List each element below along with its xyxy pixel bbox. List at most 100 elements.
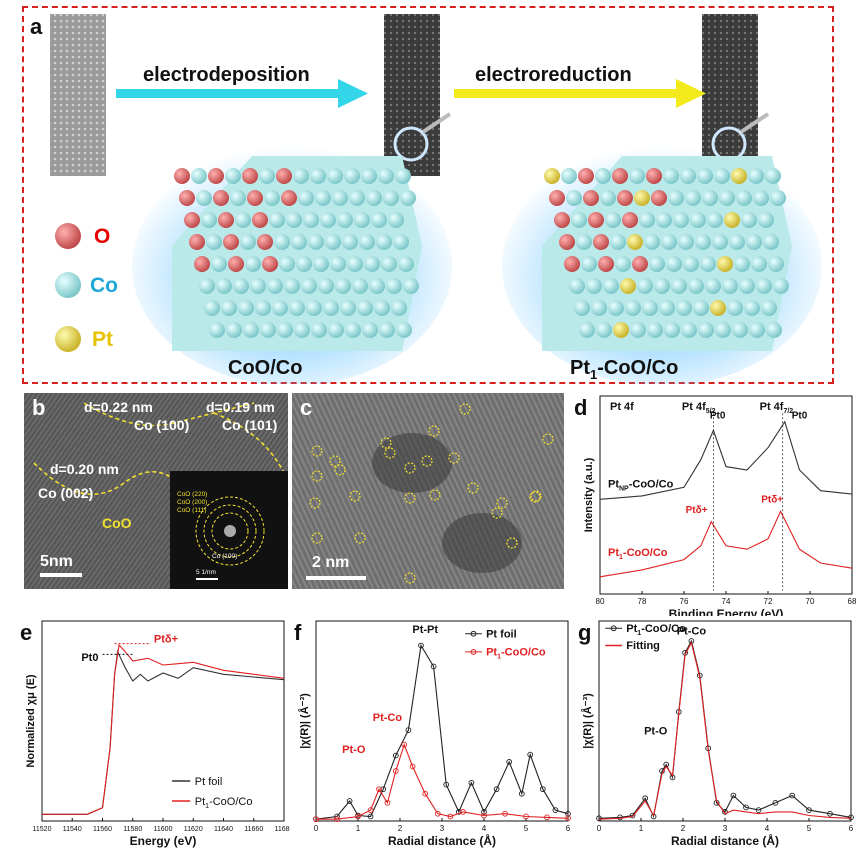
pt1-coo-co-atom [729,234,745,250]
pt1-coo-co-atom [613,322,629,338]
legend-co-ball [55,272,81,298]
pt-single-atom-marker [404,462,416,474]
pt-single-atom-marker [384,447,396,459]
pt-single-atom-marker [354,532,366,544]
data-point [502,810,508,817]
pt1-coo-co-atom [637,278,653,294]
pt1-coo-co-atom [634,190,650,206]
legend-pt-label: Pt [92,328,113,351]
coo-co-atom [260,322,276,338]
coo-co-atom [264,190,280,206]
coo-co-atom [403,278,419,294]
coo-label: CoO [102,515,132,531]
pt1-coo-co-atom [625,300,641,316]
pt-single-atom-marker [429,489,441,501]
coo-co-atom [376,234,392,250]
pt1-coo-co-atom [549,190,565,206]
fft-labels: CoO (220) CoO (200) CoO (111) [177,491,208,514]
pt1-coo-co-atom [559,234,575,250]
coo-co-atom [330,256,346,272]
coo-co-atom [191,168,207,184]
pt1-coo-co-atom [596,322,612,338]
pt1-coo-co-atom [632,256,648,272]
coo-co-atom [277,322,293,338]
coo-co-atom [369,278,385,294]
pt1-coo-co-atom [681,322,697,338]
data-point [376,786,382,793]
data-point [827,810,833,817]
legend-fitting: Fitting [626,640,660,652]
pt1-coo-co-atom [717,256,733,272]
x-tick-label: 76 [680,597,689,606]
coo-co-atom [296,256,312,272]
coo-co-atom [201,212,217,228]
pt1-coo-co-atom [600,190,616,206]
series-line-1 [315,643,569,820]
data-point [806,807,812,813]
pt1-coo-co-atom [612,168,628,184]
ptdelta-annotation: Ptδ+ [154,633,178,645]
data-point [772,799,779,806]
nanowire-coo [384,14,440,176]
coo-co-atom [379,322,395,338]
panel-label-g: g [578,620,592,645]
pt-single-atom-marker [311,532,323,544]
pt1-coo-co-atom [746,234,762,250]
coo-co-atom [194,256,210,272]
caption-pt1-coo-co: Pt1-CoO/Co [570,357,679,382]
coo-co-atom [211,256,227,272]
legend-marker-pt1 [470,649,477,655]
legend-ptfoil: Pt foil [486,628,517,640]
pt1-coo-co-atom [576,234,592,250]
coo-co-atom [206,234,222,250]
plot-frame [41,620,285,822]
x-tick-label: 11600 [154,826,173,833]
pt1-coo-co-atom [659,300,675,316]
pt-single-atom-marker [334,464,346,476]
x-tick-label: 80 [596,597,605,606]
coo-co-atom [230,190,246,206]
x-tick-label: 78 [638,597,647,606]
data-point [468,779,475,786]
pt1-coo-co-atom [578,168,594,184]
pt1-coo-co-atom [741,212,757,228]
x-tick-label: 3 [723,824,728,833]
pt1-coo-co-atom [736,190,752,206]
pt1-coo-co-atom [564,256,580,272]
x-tick-label: 70 [806,597,815,606]
plot-frame [599,395,853,595]
x-tick-label: 5 [807,824,812,833]
data-point [552,807,559,813]
data-point [527,751,534,758]
pt1-coo-co-atom [698,322,714,338]
pt1-coo-co-atom [680,168,696,184]
coo-co-atom [267,278,283,294]
pt-single-atom-marker [421,455,433,467]
pt1-coo-co-atom [661,234,677,250]
pt1-coo-co-atom [765,168,781,184]
pt0-label-2: Pt0 [792,410,808,421]
series-line-1 [598,639,852,819]
coo-co-atom [342,234,358,250]
pt1-coo-co-atom [702,190,718,206]
pt0-annotation: Pt0 [81,652,98,664]
legend-marker-ptfoil [470,630,477,637]
coo-co-atom [189,234,205,250]
x-tick-label: 11620 [184,826,203,833]
coo-co-atom [281,190,297,206]
pt-single-atom-marker [448,452,460,464]
pt1-coo-co-atom [595,168,611,184]
peak-label-4f72: Pt 4f7/2 [760,401,794,415]
coo-co-atom [298,190,314,206]
data-point [730,792,737,799]
pt1-coo-co-atom [649,256,665,272]
x-tick-label: 2 [398,824,403,833]
coo-co-atom [238,300,254,316]
pt1-coo-co-atom [770,190,786,206]
x-tick-label: 72 [764,597,773,606]
data-point [481,812,487,819]
data-point [617,814,623,821]
coo-co-atom [400,190,416,206]
pt1-coo-co-atom [710,300,726,316]
x-tick-label: 1 [639,824,644,833]
